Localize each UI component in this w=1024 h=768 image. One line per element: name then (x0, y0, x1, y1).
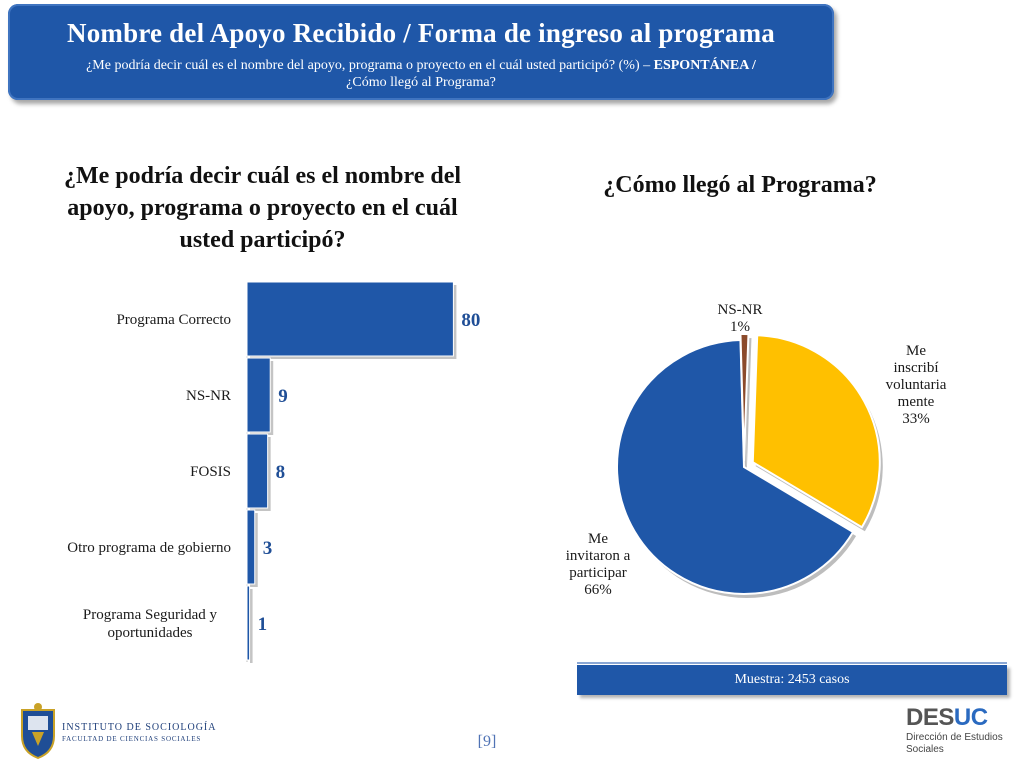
bar-category-label: Programa Seguridad y oportunidades (83, 607, 218, 641)
left-question: ¿Me podría decir cuál es el nombre del a… (63, 163, 462, 253)
pie-slice-2 (739, 333, 750, 462)
desuc-name-a: DES (906, 704, 954, 731)
bar-category-label: Programa Correcto (116, 312, 231, 328)
bar-category-label: NS-NR (186, 388, 231, 404)
pie-slices (616, 333, 883, 598)
bar-shadow (250, 589, 253, 663)
pie-chart: Me inscribí voluntaria mente 33% Me invitaron … (566, 302, 947, 598)
subtitle-bold: ESPONTÁNEA / (653, 58, 756, 73)
faculty-name: FACULTAD DE CIENCIAS SOCIALES (62, 735, 202, 743)
bar-2 (246, 433, 269, 509)
pie-slice-1 (616, 339, 855, 595)
pie-slice-0 (751, 334, 881, 529)
header-banner: Nombre del Apoyo Recibido / Forma de ing… (8, 4, 834, 100)
page-subtitle: ¿Me podría decir cuál es el nombre del a… (28, 57, 814, 91)
bar-4 (246, 585, 251, 661)
university-crest-icon (21, 703, 55, 760)
page-number: [9] (477, 733, 497, 750)
bar-value-label: 80 (461, 310, 480, 331)
page-title: Nombre del Apoyo Recibido / Forma de ing… (67, 18, 775, 48)
right-question: ¿Cómo llegó al Programa? (603, 172, 877, 198)
bar-1 (246, 357, 271, 433)
desuc-sub-line1: Dirección de Estudios (906, 732, 1003, 743)
desuc-sub-line2: Sociales (906, 744, 944, 755)
desuc-subtitle: Dirección de Estudios Sociales (906, 732, 1003, 756)
bar-0 (246, 281, 454, 357)
sample-size-banner: Muestra: 2453 casos (577, 662, 1007, 695)
subtitle-part-a: ¿Me podría decir cuál es el nombre del a… (86, 58, 654, 73)
desuc-name: DESUC (906, 706, 1003, 730)
desuc-logo: DESUC Dirección de Estudios Sociales (906, 706, 1003, 756)
bar-value-label: 3 (263, 538, 273, 559)
pie-label: Me invitaron a participar 66% (566, 531, 631, 598)
bar-chart: 80 Programa Correcto 9 NS-NR 8 FOSIS 3 Otro pro… (67, 281, 480, 663)
bar-3 (246, 509, 256, 585)
bar-value-label: 8 (276, 462, 286, 483)
pie-label: NS-NR 1% (717, 302, 762, 335)
bar-category-label: FOSIS (190, 464, 231, 480)
institute-logo-text: INSTITUTO DE SOCIOLOGÍA FACULTAD DE CIEN… (62, 722, 216, 743)
bar-value-label: 9 (278, 386, 288, 407)
bar-category-label: Otro programa de gobierno (67, 540, 231, 556)
subtitle-part-b: ¿Cómo llegó al Programa? (346, 75, 496, 90)
desuc-name-b: UC (953, 704, 988, 731)
bar-value-label: 1 (258, 614, 268, 635)
institute-name: INSTITUTO DE SOCIOLOGÍA (62, 722, 217, 733)
pie-label: Me inscribí voluntaria mente 33% (886, 343, 947, 427)
